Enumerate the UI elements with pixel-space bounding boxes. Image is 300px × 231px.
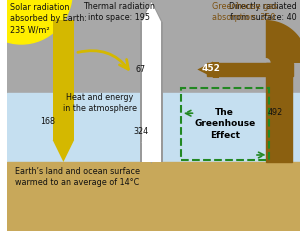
Bar: [207, 63, 293, 76]
Text: Directly radiated
from surface: 40: Directly radiated from surface: 40: [229, 2, 297, 22]
Text: The
Greenhouse
Effect: The Greenhouse Effect: [194, 108, 255, 140]
Bar: [53, 20, 74, 140]
Text: Greenhouse gas
absorption: 350: Greenhouse gas absorption: 350: [212, 2, 278, 22]
Polygon shape: [142, 2, 161, 22]
Bar: [266, 63, 292, 162]
Polygon shape: [140, 142, 163, 164]
Text: 452: 452: [202, 64, 220, 73]
Text: 67: 67: [136, 64, 146, 73]
Bar: [7, 162, 300, 231]
Bar: [7, 0, 300, 93]
Polygon shape: [266, 20, 300, 63]
Bar: [213, 61, 219, 77]
Bar: [140, 22, 163, 162]
Polygon shape: [276, 83, 285, 93]
Text: 168: 168: [40, 116, 55, 125]
Circle shape: [0, 0, 72, 44]
Text: 492: 492: [268, 108, 283, 117]
Bar: [140, 98, 163, 142]
Text: Heat and energy
in the atmosphere: Heat and energy in the atmosphere: [63, 93, 136, 113]
Polygon shape: [53, 140, 74, 162]
Text: Thermal radiation
into space: 195: Thermal radiation into space: 195: [83, 2, 155, 22]
Polygon shape: [142, 142, 161, 162]
Bar: [181, 88, 269, 160]
Bar: [142, 22, 161, 162]
Bar: [142, 98, 161, 142]
Bar: [7, 93, 300, 162]
Polygon shape: [140, 0, 163, 22]
Text: Earth’s land and ocean surface
warmed to an average of 14°C: Earth’s land and ocean surface warmed to…: [15, 167, 140, 187]
Bar: [276, 93, 285, 162]
Polygon shape: [197, 61, 213, 77]
Text: Solar radiation
absorbed by Earth:
235 W/m²: Solar radiation absorbed by Earth: 235 W…: [10, 3, 86, 34]
Text: 324: 324: [134, 127, 149, 136]
